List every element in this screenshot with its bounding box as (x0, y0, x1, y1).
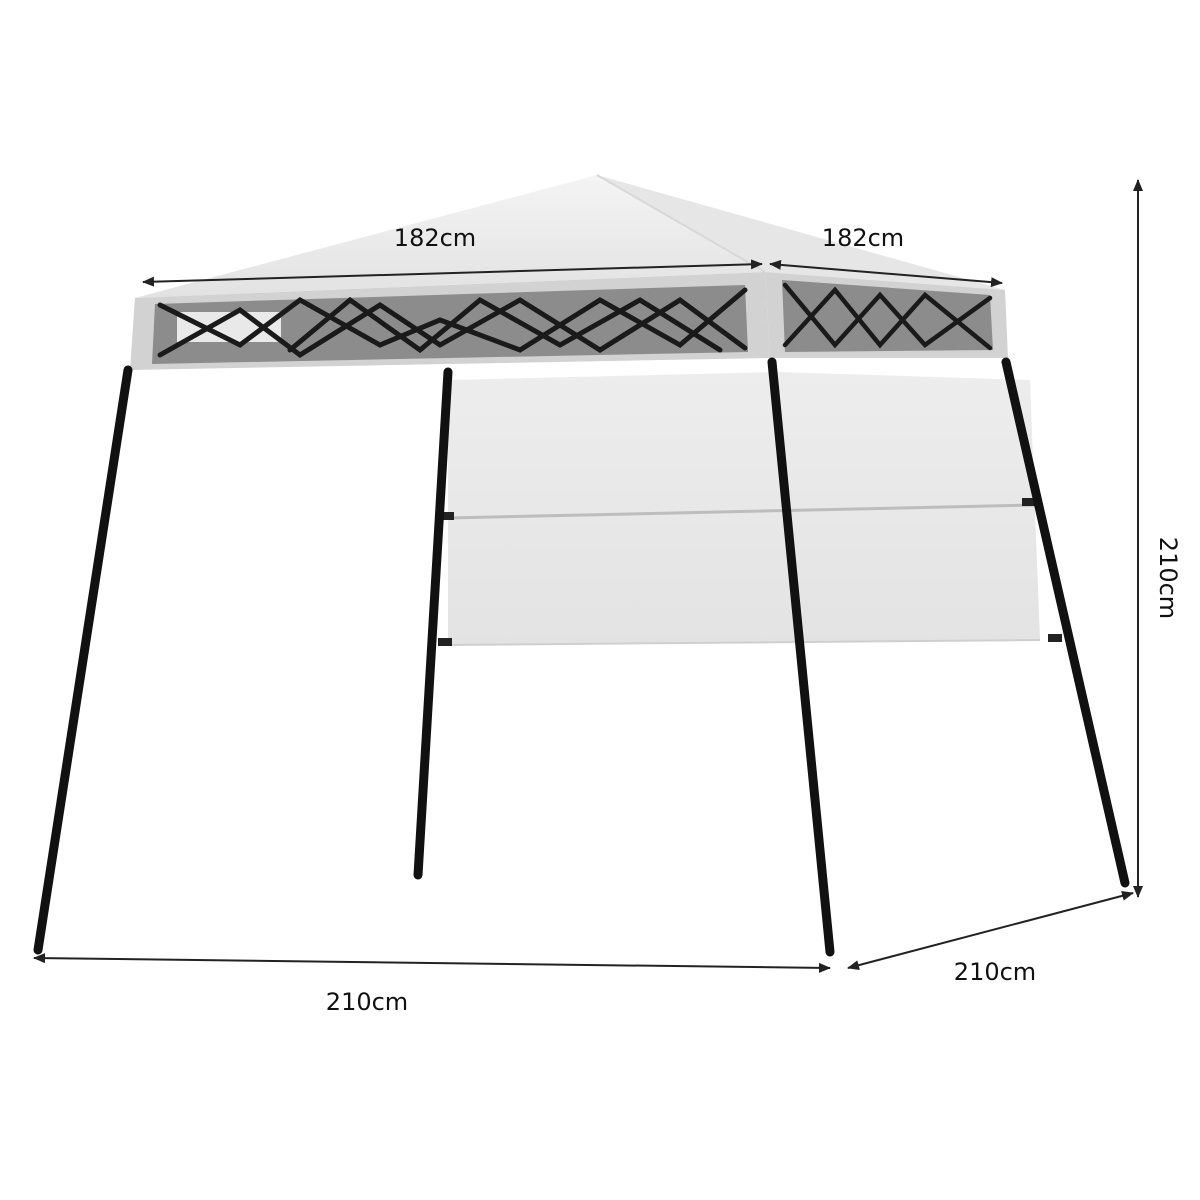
canopy-valance-side (765, 272, 1008, 358)
sun-wall-clip (1048, 634, 1062, 642)
leg-back-right (1001, 357, 1130, 888)
dimension-label-top-side: 182cm (822, 224, 904, 252)
sun-wall-seam (447, 503, 1036, 520)
dimension-label-top-front: 182cm (394, 224, 476, 252)
sun-wall-panel (438, 372, 1062, 646)
sun-wall-clip (438, 638, 452, 646)
dimension-label-base-side: 210cm (954, 958, 1036, 986)
scissor-truss-side (782, 282, 993, 351)
sun-wall-clip (440, 512, 454, 520)
frame-legs (33, 357, 1130, 957)
canopy-valance-front (130, 272, 770, 370)
sun-wall-clip (1022, 498, 1036, 506)
dimension-line-top-front (142, 259, 763, 287)
leg-back-left (413, 367, 453, 880)
dimension-label-height: 210cm (1154, 537, 1182, 619)
canopy-roof-ridge (596, 174, 766, 273)
dimension-label-base-front: 210cm (326, 988, 408, 1016)
dimension-line-top-side (769, 259, 1003, 288)
dimension-line-base-front (33, 953, 831, 973)
dimension-line-base-side (847, 890, 1134, 971)
scissor-truss-front (157, 287, 748, 359)
leg-front-left (33, 365, 133, 955)
dimension-lines (33, 179, 1143, 973)
leg-front-right (767, 357, 835, 957)
